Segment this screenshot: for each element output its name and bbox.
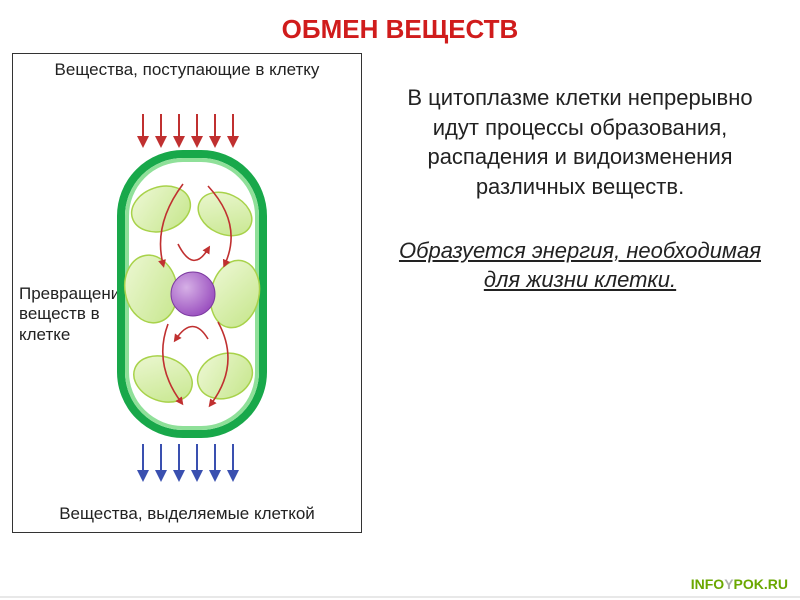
paragraph-description: В цитоплазме клетки непрерывно идут проц… xyxy=(382,83,778,202)
arrows-out-icon xyxy=(143,444,233,476)
label-incoming: Вещества, поступающие в клетку xyxy=(30,60,343,80)
footer-divider xyxy=(0,596,800,598)
label-outgoing: Вещества, выделяемые клеткой xyxy=(30,504,343,524)
arrows-in-icon xyxy=(143,114,233,142)
paragraph-energy: Образуется энергия, необходимая для жизн… xyxy=(382,236,778,295)
content-row: Вещества, поступающие в клетку Превращен… xyxy=(0,53,800,533)
page-title: ОБМЕН ВЕЩЕСТВ xyxy=(0,0,800,53)
footer-part3: POK xyxy=(734,576,764,592)
cell-diagram xyxy=(113,114,333,494)
text-column: В цитоплазме клетки непрерывно идут проц… xyxy=(382,53,788,533)
footer-part2: Y xyxy=(724,576,733,592)
diagram-frame: Вещества, поступающие в клетку Превращен… xyxy=(12,53,362,533)
footer-logo: INFOYPOK.RU xyxy=(691,576,788,592)
nucleus-icon xyxy=(171,272,215,316)
footer-suffix: .RU xyxy=(764,576,788,592)
diagram-column: Вещества, поступающие в клетку Превращен… xyxy=(12,53,362,533)
footer-part1: INFO xyxy=(691,576,724,592)
